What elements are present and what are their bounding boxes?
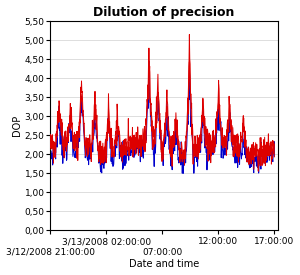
X-axis label: Date and time: Date and time [129,259,199,270]
Y-axis label: DOP: DOP [12,115,22,136]
Title: Dilution of precision: Dilution of precision [93,6,235,18]
